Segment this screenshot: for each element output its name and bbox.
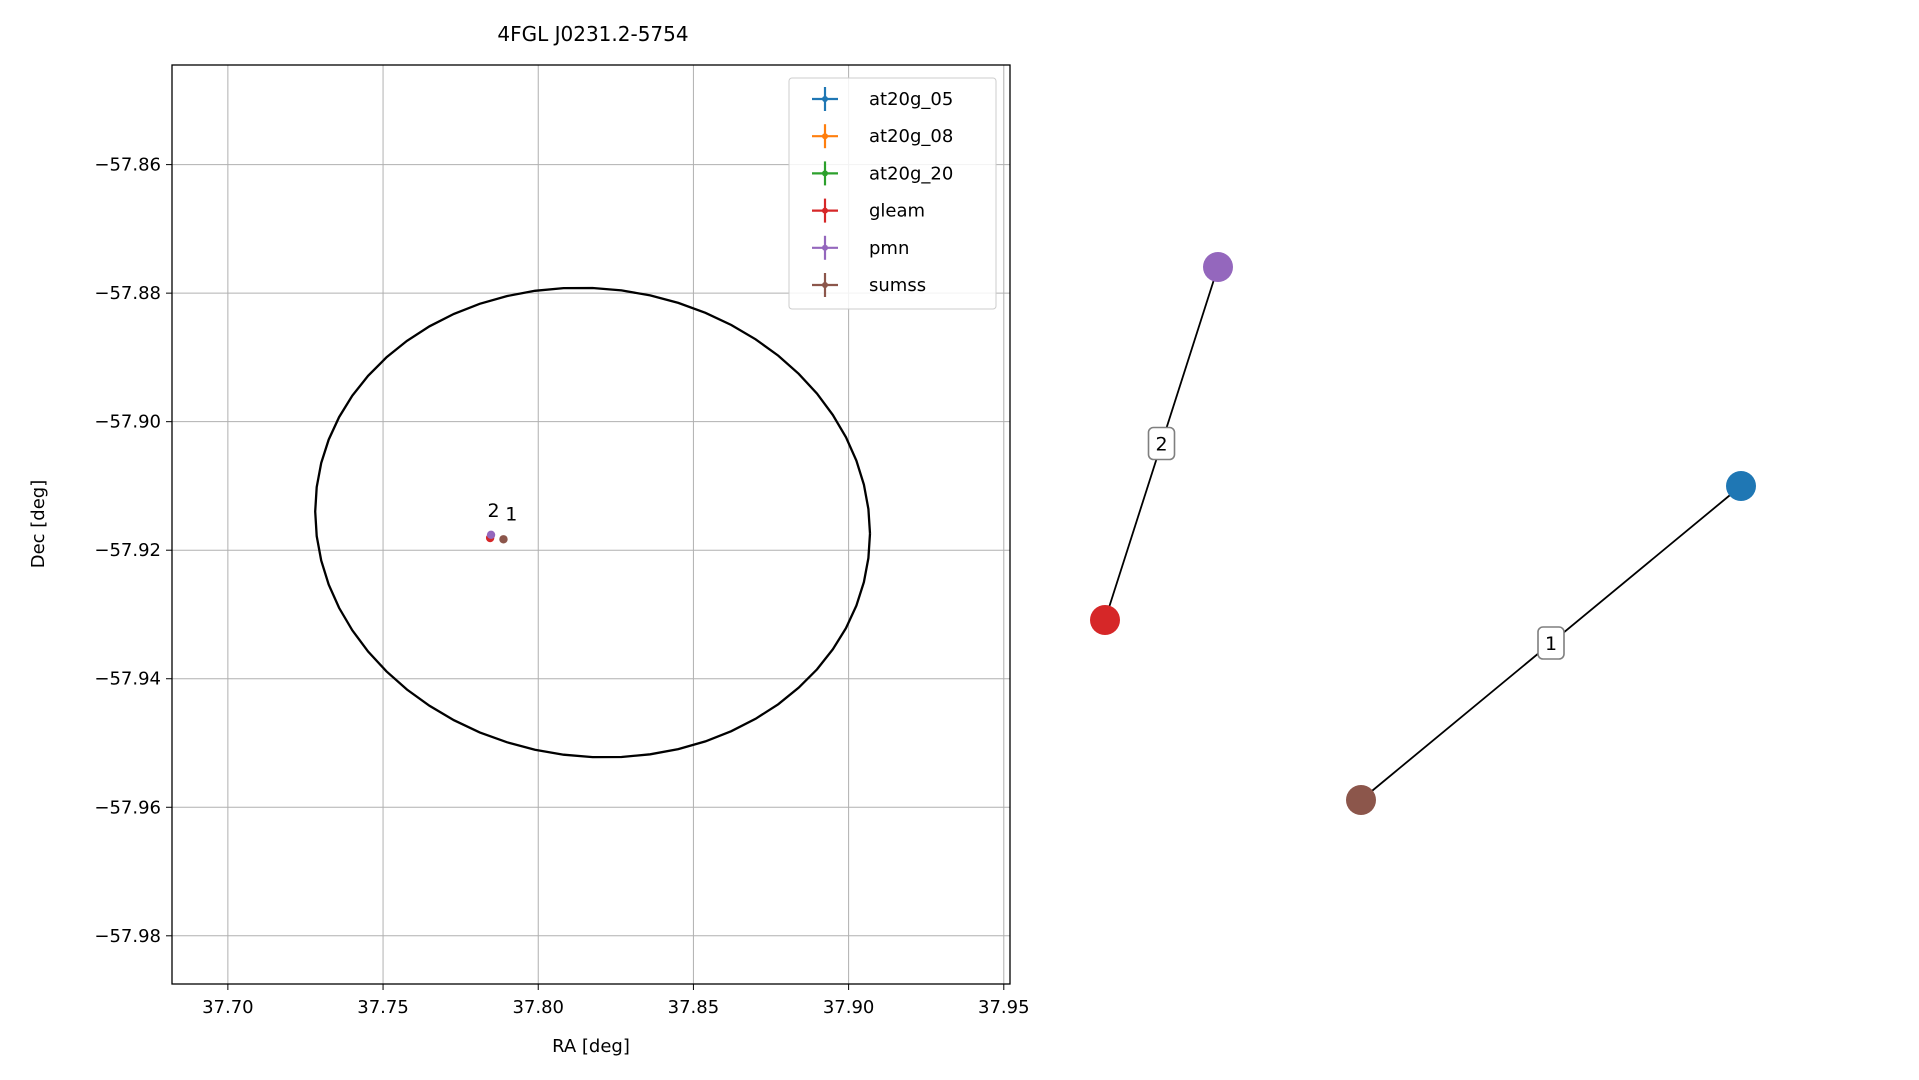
y-tick-label: −57.92: [94, 540, 161, 561]
legend-label: sumss: [869, 275, 926, 296]
x-axis-label: RA [deg]: [552, 1036, 630, 1057]
edge-label-1: 1: [1537, 626, 1565, 660]
points-layer: [485, 530, 508, 544]
legend-label: gleam: [869, 201, 925, 222]
legend-entry-sumss: sumss: [812, 273, 926, 297]
legend-entry-at20g_05: at20g_05: [812, 87, 953, 111]
data-point-pmn: [486, 530, 496, 539]
data-point-sumss: [499, 535, 508, 544]
node-layer: [1090, 252, 1756, 815]
x-tick-label: 37.80: [512, 997, 564, 1018]
y-axis-ticks: −57.86 −57.88 −57.90 −57.92 −57.94 −57.96 −57.…: [94, 155, 172, 947]
node-gleam: [1090, 605, 1120, 635]
legend-marker-dot: [822, 96, 828, 102]
localization-ellipse: [314, 286, 872, 759]
chart-title: 4FGL J0231.2-5754: [497, 22, 688, 46]
point-annotation: 2: [487, 500, 499, 522]
legend-entry-pmn: pmn: [812, 235, 909, 260]
node-at20g_05: [1726, 471, 1756, 501]
legend-entry-gleam: gleam: [812, 198, 925, 223]
y-tick-label: −57.88: [94, 283, 161, 304]
edge-label-layer: 21: [1147, 426, 1565, 660]
ellipse-layer: [314, 286, 872, 759]
legend-label: at20g_20: [869, 163, 953, 184]
legend-label: at20g_08: [869, 126, 953, 147]
plot-area-frame: [171, 64, 1011, 985]
point-annotation: 1: [505, 504, 517, 526]
y-axis-label: Dec [deg]: [28, 480, 49, 569]
legend-label: at20g_05: [869, 89, 953, 110]
legend-label: pmn: [869, 238, 909, 259]
x-axis-ticks: 37.70 37.75 37.80 37.85 37.90 37.95: [202, 984, 1030, 1018]
legend-entry-at20g_08: at20g_08: [812, 124, 953, 149]
x-tick-label: 37.75: [357, 997, 409, 1018]
x-tick-label: 37.70: [202, 997, 254, 1018]
node-sumss: [1346, 785, 1376, 815]
edge-label-box: [1537, 626, 1565, 660]
y-tick-label: −57.94: [94, 669, 161, 690]
y-tick-label: −57.86: [94, 155, 161, 176]
x-tick-label: 37.90: [823, 997, 875, 1018]
y-tick-label: −57.96: [94, 797, 161, 818]
legend-marker-dot: [822, 133, 828, 140]
legend-box: [788, 77, 997, 310]
legend-entry-at20g_20: at20g_20: [812, 161, 953, 186]
network-panel: 21: [1090, 252, 1756, 815]
y-tick-label: −57.98: [94, 926, 161, 947]
edge-label-text: 2: [1155, 434, 1167, 456]
legend-marker-dot: [822, 244, 828, 251]
edge-label-box: [1147, 426, 1176, 461]
legend-marker-dot: [822, 282, 828, 288]
x-tick-label: 37.85: [668, 997, 720, 1018]
node-pmn: [1203, 252, 1233, 282]
legend-marker-dot: [822, 170, 828, 177]
y-tick-label: −57.90: [94, 412, 161, 433]
edge-label-2: 2: [1147, 426, 1176, 461]
legend-marker-dot: [822, 207, 828, 214]
edge-label-text: 1: [1545, 633, 1557, 655]
x-tick-label: 37.95: [978, 997, 1030, 1018]
